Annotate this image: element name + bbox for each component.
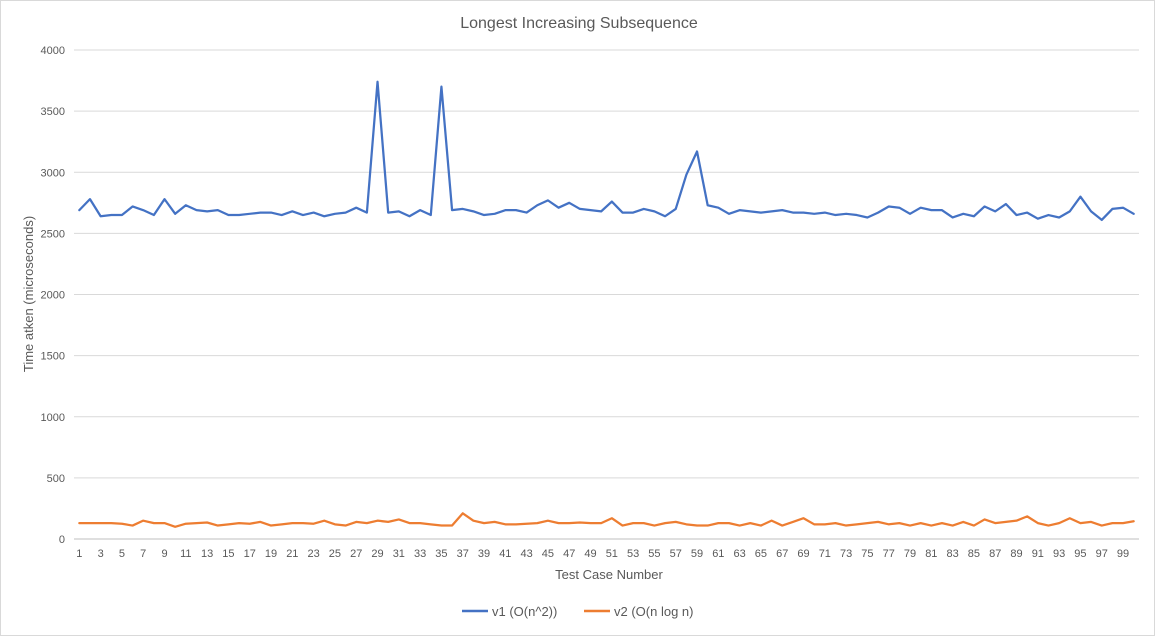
x-tick-label: 99 bbox=[1117, 548, 1129, 560]
x-tick-label: 95 bbox=[1074, 548, 1086, 560]
x-tick-label: 17 bbox=[244, 548, 256, 560]
x-tick-label: 1 bbox=[76, 548, 82, 560]
x-tick-label: 73 bbox=[840, 548, 852, 560]
x-tick-label: 89 bbox=[1010, 548, 1022, 560]
x-tick-label: 75 bbox=[861, 548, 873, 560]
x-tick-label: 47 bbox=[563, 548, 575, 560]
x-tick-label: 83 bbox=[947, 548, 959, 560]
legend-item: v2 (O(n log n) bbox=[584, 604, 693, 619]
x-tick-label: 25 bbox=[329, 548, 341, 560]
x-tick-label: 91 bbox=[1032, 548, 1044, 560]
x-tick-label: 85 bbox=[968, 548, 980, 560]
x-tick-label: 33 bbox=[414, 548, 426, 560]
y-axis-ticks: 0 500 1000 1500 2000 2500 3000 3500 4000 bbox=[41, 45, 65, 546]
x-tick-label: 81 bbox=[925, 548, 937, 560]
y-tick-label: 2500 bbox=[41, 228, 65, 240]
legend-label: v1 (O(n^2)) bbox=[492, 604, 557, 619]
x-tick-label: 9 bbox=[161, 548, 167, 560]
y-tick-label: 3500 bbox=[41, 106, 65, 118]
gridlines bbox=[74, 49, 1139, 479]
x-tick-label: 21 bbox=[286, 548, 298, 560]
legend-item: v1 (O(n^2)) bbox=[462, 604, 557, 619]
y-tick-label: 2000 bbox=[41, 290, 65, 302]
x-tick-label: 13 bbox=[201, 548, 213, 560]
x-tick-label: 57 bbox=[670, 548, 682, 560]
chart-title: Longest Increasing Subsequence bbox=[460, 15, 698, 32]
x-tick-label: 15 bbox=[222, 548, 234, 560]
y-tick-label: 0 bbox=[59, 534, 65, 546]
x-tick-label: 71 bbox=[819, 548, 831, 560]
x-tick-label: 79 bbox=[904, 548, 916, 560]
x-tick-label: 93 bbox=[1053, 548, 1065, 560]
x-tick-label: 65 bbox=[755, 548, 767, 560]
x-tick-label: 35 bbox=[435, 548, 447, 560]
x-tick-label: 23 bbox=[308, 548, 320, 560]
y-tick-label: 4000 bbox=[41, 45, 65, 57]
x-tick-label: 69 bbox=[797, 548, 809, 560]
x-axis-title: Test Case Number bbox=[555, 567, 663, 582]
y-tick-label: 3000 bbox=[41, 167, 65, 179]
x-tick-label: 11 bbox=[180, 548, 191, 560]
x-tick-label: 37 bbox=[457, 548, 469, 560]
x-tick-label: 43 bbox=[521, 548, 533, 560]
x-tick-label: 51 bbox=[606, 548, 618, 560]
x-tick-label: 59 bbox=[691, 548, 703, 560]
x-tick-label: 63 bbox=[734, 548, 746, 560]
x-tick-label: 97 bbox=[1096, 548, 1108, 560]
x-tick-label: 27 bbox=[350, 548, 362, 560]
x-axis-ticks: 1 3 5 7 9 11 13 15 17 19 21 23 25 27 29 31 33 35 37 39 41 43 4… bbox=[76, 548, 1129, 560]
x-tick-label: 55 bbox=[648, 548, 660, 560]
x-tick-label: 5 bbox=[119, 548, 125, 560]
x-tick-label: 41 bbox=[499, 548, 511, 560]
y-axis-title: Time atken (microseconds) bbox=[21, 216, 36, 372]
x-tick-label: 53 bbox=[627, 548, 639, 560]
x-tick-label: 19 bbox=[265, 548, 277, 560]
y-tick-label: 1000 bbox=[41, 412, 65, 424]
legend-label: v2 (O(n log n) bbox=[614, 604, 693, 619]
series-line-2 bbox=[78, 512, 1135, 528]
x-tick-label: 31 bbox=[393, 548, 405, 560]
legend: v1 (O(n^2)) v2 (O(n log n) bbox=[462, 604, 693, 619]
x-tick-label: 39 bbox=[478, 548, 490, 560]
x-tick-label: 29 bbox=[371, 548, 383, 560]
y-tick-label: 1500 bbox=[41, 351, 65, 363]
x-tick-label: 45 bbox=[542, 548, 554, 560]
x-tick-label: 49 bbox=[584, 548, 596, 560]
x-tick-label: 61 bbox=[712, 548, 724, 560]
x-tick-label: 77 bbox=[883, 548, 895, 560]
series-layer bbox=[78, 80, 1135, 528]
x-tick-label: 67 bbox=[776, 548, 788, 560]
series-line-1 bbox=[78, 80, 1135, 222]
x-tick-label: 3 bbox=[98, 548, 104, 560]
x-tick-label: 7 bbox=[140, 548, 146, 560]
y-tick-label: 500 bbox=[47, 473, 65, 485]
x-tick-label: 87 bbox=[989, 548, 1001, 560]
